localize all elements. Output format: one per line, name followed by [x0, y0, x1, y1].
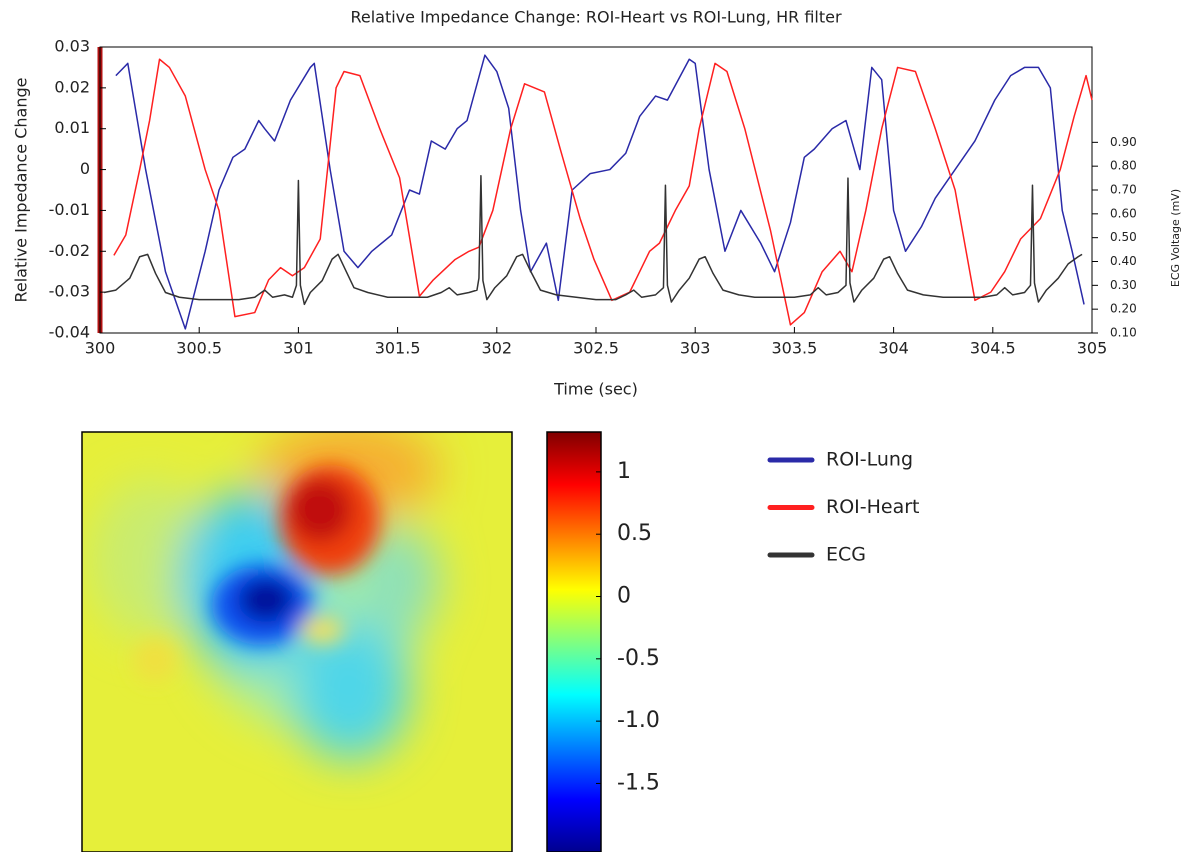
- y-tick-label: 0.01: [54, 118, 90, 137]
- y-tick-label: -0.03: [49, 282, 90, 301]
- y2-tick-label: 0.80: [1110, 159, 1137, 173]
- colorbar-tick-label: 0: [617, 584, 631, 609]
- colorbar-tick-label: 1: [617, 459, 631, 484]
- legend-label: ECG: [826, 544, 866, 566]
- y2-tick-label: 0.20: [1110, 302, 1137, 316]
- x-tick-label: 303: [680, 339, 711, 358]
- y2-tick-label: 0.30: [1110, 278, 1137, 292]
- y-tick-label: -0.04: [49, 323, 90, 342]
- y-axis-label: Relative Impedance Change: [12, 78, 31, 303]
- x-tick-label: 302.5: [573, 339, 619, 358]
- colorbar-tick-label: -1.0: [617, 708, 660, 733]
- x-tick-label: 304.5: [970, 339, 1016, 358]
- y-tick-label: 0.03: [54, 37, 90, 56]
- heatmap-frame: [81, 431, 513, 852]
- chart-title: Relative Impedance Change: ROI-Heart vs …: [350, 8, 842, 27]
- y-tick-label: -0.01: [49, 200, 90, 219]
- plot-frame: [99, 46, 1093, 334]
- y2-tick-label: 0.10: [1110, 326, 1137, 340]
- x-tick-label: 301: [283, 339, 314, 358]
- x-tick-label: 302: [482, 339, 513, 358]
- x-tick-label: 301.5: [375, 339, 421, 358]
- colorbar-tick-label: -0.5: [617, 646, 660, 671]
- x-tick-label: 305: [1077, 339, 1108, 358]
- y2-tick-label: 0.40: [1110, 254, 1137, 268]
- y2-tick-label: 0.90: [1110, 135, 1137, 149]
- x-tick-label: 303.5: [771, 339, 817, 358]
- x-axis-label: Time (sec): [553, 380, 638, 399]
- y2-tick-label: 0.70: [1110, 183, 1137, 197]
- y2-axis-label: ECG Voltage (mV): [1169, 189, 1182, 287]
- y2-tick-label: 0.50: [1110, 230, 1137, 244]
- colorbar: [546, 431, 602, 852]
- heatmap: [82, 432, 512, 852]
- x-tick-label: 300.5: [176, 339, 222, 358]
- y-tick-label: -0.02: [49, 241, 90, 260]
- x-tick-label: 304: [878, 339, 909, 358]
- x-tick-label: 300: [85, 339, 116, 358]
- y2-tick-label: 0.60: [1110, 206, 1137, 220]
- colorbar-tick-label: 0.5: [617, 521, 652, 546]
- series-line: [113, 58, 1093, 326]
- y-tick-label: 0: [80, 159, 90, 178]
- legend-label: ROI-Lung: [826, 449, 913, 471]
- legend-label: ROI-Heart: [826, 496, 920, 518]
- y-tick-label: 0.02: [54, 77, 90, 96]
- series-line: [115, 54, 1085, 330]
- colorbar-tick-label: -1.5: [617, 770, 660, 795]
- series-line: [103, 174, 1083, 306]
